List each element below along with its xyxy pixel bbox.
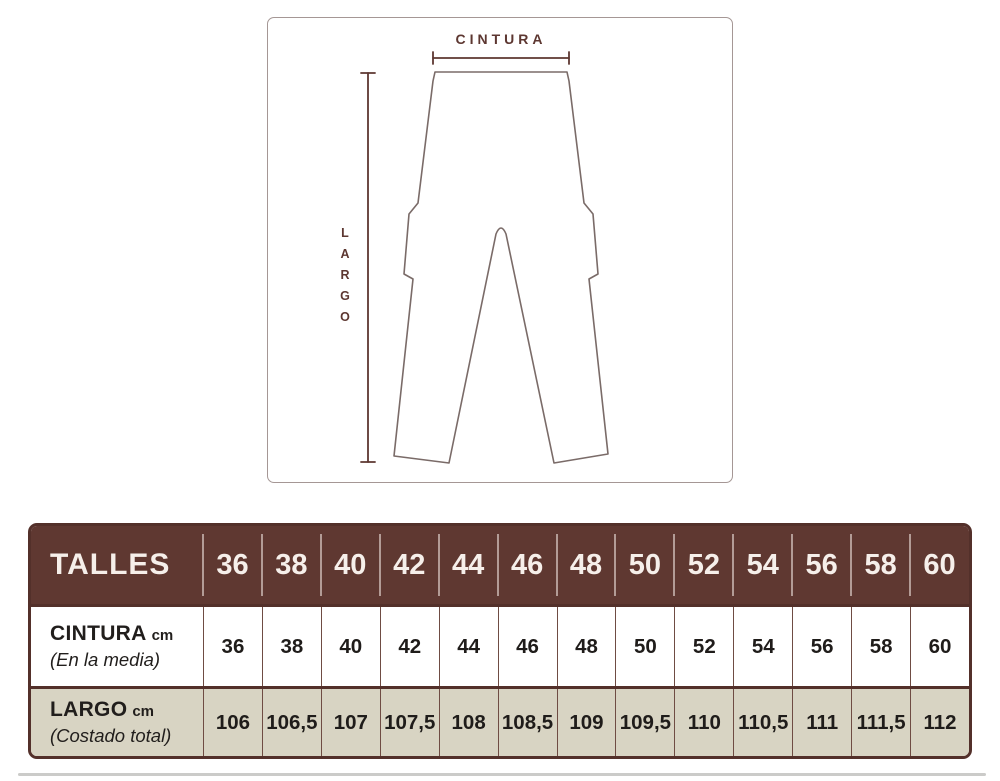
largo-diagram-label: LARGO — [338, 226, 352, 331]
cintura-measure-line-icon — [432, 51, 570, 65]
table-title: TALLES — [50, 548, 171, 581]
cintura-value-cell: 44 — [438, 607, 498, 686]
largo-value-cell: 111,5 — [851, 689, 910, 756]
cintura-value-cell: 58 — [851, 607, 910, 686]
table-row-cintura: CINTURA cm (En la media) 36 38 40 42 44 4… — [31, 604, 969, 686]
cintura-value-cell: 38 — [261, 607, 321, 686]
pants-diagram-box: CINTURA LARGO — [267, 17, 733, 483]
largo-value-cell: 110 — [674, 689, 733, 756]
cintura-value-cell: 50 — [615, 607, 674, 686]
pants-diagram — [360, 51, 609, 464]
largo-value-cell: 107,5 — [379, 689, 439, 756]
largo-measure-line-icon — [360, 72, 376, 463]
size-header-cell: 50 — [614, 526, 674, 604]
largo-value-cell: 108,5 — [497, 689, 557, 756]
cintura-value-cell: 54 — [733, 607, 792, 686]
largo-value-cell: 112 — [910, 689, 969, 756]
cintura-value-cell: 52 — [674, 607, 733, 686]
size-header-cell: 56 — [791, 526, 851, 604]
largo-value-cell: 109 — [556, 689, 616, 756]
row-unit: cm — [151, 627, 174, 644]
row-note: (En la media) — [50, 649, 161, 670]
largo-value-cell: 109,5 — [615, 689, 674, 756]
cintura-diagram-label: CINTURA — [455, 31, 547, 47]
cintura-value-cell: 42 — [379, 607, 439, 686]
size-header-cell: 48 — [555, 526, 616, 604]
largo-value-cell: 106,5 — [261, 689, 321, 756]
cintura-value-cell: 40 — [320, 607, 380, 686]
cintura-value-cell: 36 — [203, 607, 262, 686]
size-header-cell: 40 — [319, 526, 380, 604]
size-header-cell: 46 — [496, 526, 557, 604]
table-header-row: TALLES 36 38 40 42 44 46 48 50 52 54 56 … — [31, 526, 969, 604]
size-header-cell: 54 — [732, 526, 792, 604]
bottom-divider — [18, 773, 986, 776]
row-label-cintura: CINTURA cm (En la media) — [31, 607, 203, 686]
size-header-cell: 60 — [909, 526, 969, 604]
size-header-cell: 44 — [437, 526, 498, 604]
cintura-value-cell: 48 — [556, 607, 616, 686]
row-note: (Costado total) — [50, 725, 172, 746]
size-table: TALLES 36 38 40 42 44 46 48 50 52 54 56 … — [28, 523, 972, 759]
row-unit: cm — [132, 703, 155, 720]
size-header-cell: 36 — [202, 526, 262, 604]
table-row-largo: LARGO cm (Costado total) 106 106,5 107 10… — [31, 686, 969, 756]
largo-value-cell: 111 — [792, 689, 851, 756]
size-header-cell: 42 — [378, 526, 439, 604]
largo-value-cell: 107 — [320, 689, 380, 756]
cintura-value-cell: 46 — [497, 607, 557, 686]
size-header-cell: 52 — [673, 526, 733, 604]
largo-value-cell: 110,5 — [733, 689, 792, 756]
size-header-cell: 38 — [260, 526, 321, 604]
cintura-value-cell: 56 — [792, 607, 851, 686]
pants-outline-icon — [393, 71, 609, 464]
largo-value-cell: 108 — [438, 689, 498, 756]
largo-value-cell: 106 — [203, 689, 262, 756]
cintura-value-cell: 60 — [910, 607, 969, 686]
row-name: LARGO cm — [50, 698, 155, 721]
row-name: CINTURA cm — [50, 622, 174, 645]
row-label-largo: LARGO cm (Costado total) — [31, 689, 203, 756]
size-header-cell: 58 — [850, 526, 910, 604]
